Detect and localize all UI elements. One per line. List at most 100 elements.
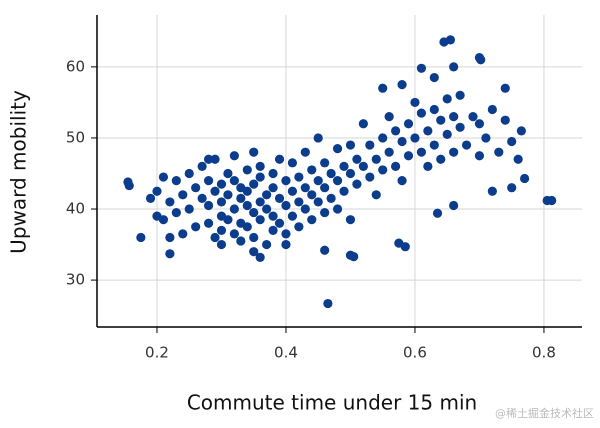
point [519,173,530,184]
point [365,172,375,182]
point [158,215,169,225]
point [445,35,456,45]
point [203,218,214,228]
point [287,158,298,168]
point [184,204,194,214]
point [487,104,497,115]
point [307,165,317,175]
point [494,147,504,157]
point [397,175,407,186]
point [281,200,291,211]
point [242,165,252,175]
point [474,151,485,161]
point [165,249,175,259]
point [358,161,368,171]
point [171,207,181,218]
point [236,236,246,246]
point [294,172,304,182]
point [481,133,491,143]
point [365,140,375,150]
point [249,179,259,189]
point [178,229,188,239]
point [400,242,410,252]
point [403,119,414,129]
point [145,193,156,203]
point [165,232,175,243]
point [255,197,265,207]
point [461,140,472,150]
point [416,108,427,118]
y-tick-label: 60 [66,57,85,75]
point [468,112,478,122]
point [449,147,459,157]
point [345,215,356,225]
point [242,186,252,196]
point [516,126,526,136]
point [378,133,388,143]
point [384,147,394,157]
point [432,208,443,218]
point [262,190,272,200]
point [371,190,381,200]
point [223,168,233,179]
x-tick-label: 0.4 [274,344,298,362]
point [242,222,252,232]
point [287,186,298,196]
point [378,83,388,93]
point [500,83,510,93]
point [429,72,439,83]
point [300,147,310,157]
x-axis-label: Commute time under 15 min [187,391,477,415]
point [268,211,278,221]
point [423,126,433,136]
point [203,200,214,211]
point [210,186,220,196]
point [455,122,465,132]
point [313,175,323,186]
point [391,126,401,136]
x-tick-label: 0.8 [532,344,556,362]
point [423,161,433,171]
point [410,133,420,143]
point [476,55,486,65]
y-tick-label: 50 [66,128,85,146]
point [391,161,401,171]
point [223,215,233,225]
point [352,154,362,164]
point [203,154,214,164]
point [513,154,523,164]
point [255,215,265,225]
point [416,147,427,157]
point [487,186,497,196]
point [249,207,259,218]
point [203,175,214,186]
point [384,112,394,122]
point [416,63,427,73]
point [397,80,407,90]
point [216,225,227,235]
point [352,179,362,189]
point [255,172,265,182]
y-tick-label: 30 [66,271,85,289]
point [210,154,220,164]
point [262,204,272,214]
point [332,175,343,186]
point [197,161,207,171]
point [307,190,317,200]
point [249,232,259,243]
point [326,193,336,203]
point [229,175,239,186]
point [274,193,285,203]
point [500,115,510,125]
y-axis-label: Upward mobility [7,90,31,254]
point [216,179,227,189]
point [191,183,201,193]
point [371,154,381,164]
point [197,193,207,203]
point [249,247,259,257]
point [229,151,239,161]
point [378,165,388,175]
point [178,190,188,200]
point [262,239,272,250]
point [136,232,146,243]
